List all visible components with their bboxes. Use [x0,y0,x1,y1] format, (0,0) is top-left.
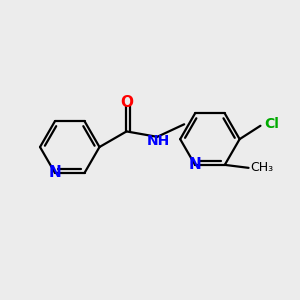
Text: O: O [120,95,133,110]
Text: N: N [49,165,61,180]
Text: Cl: Cl [264,117,279,131]
Text: N: N [189,158,201,172]
Text: CH₃: CH₃ [250,161,273,174]
Text: NH: NH [147,134,170,148]
